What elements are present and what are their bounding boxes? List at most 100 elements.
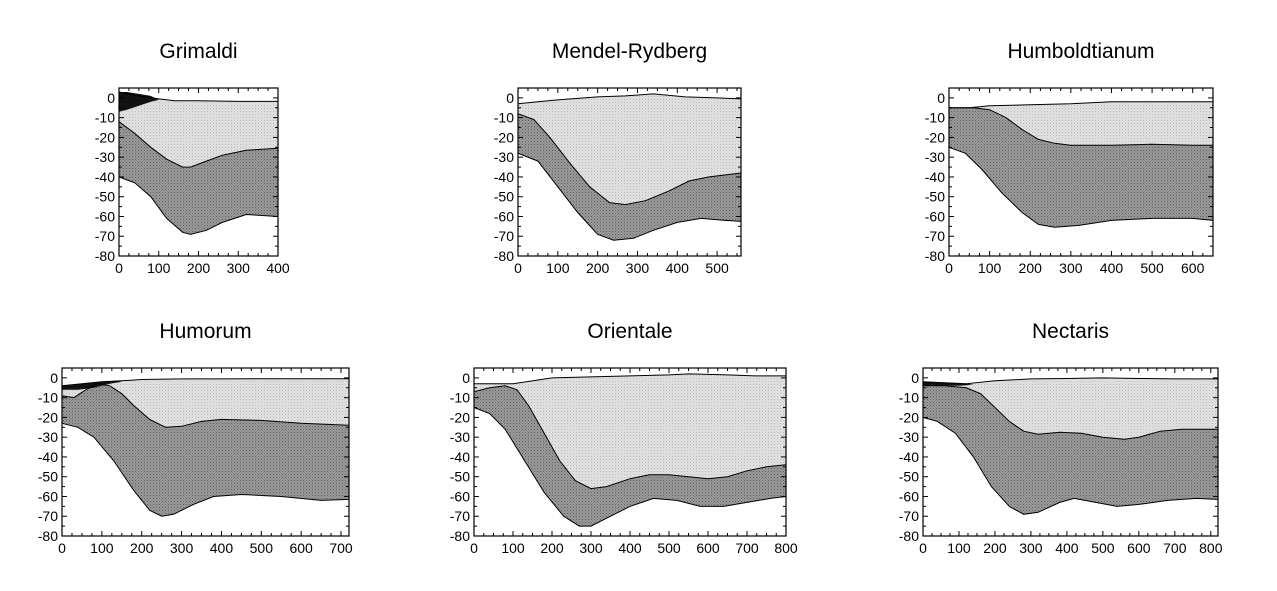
x-tick-label: 100 — [947, 540, 971, 556]
y-tick-label: -30 — [494, 149, 514, 165]
x-tick-label: 0 — [514, 260, 522, 276]
x-tick-label: 400 — [210, 540, 234, 556]
x-tick-label: 0 — [58, 540, 66, 556]
y-tick-label: -70 — [494, 228, 514, 244]
mantle-layer — [119, 121, 278, 235]
x-tick-label: 600 — [1127, 540, 1151, 556]
x-tick-label: 200 — [1019, 260, 1043, 276]
x-tick-label: 500 — [1091, 540, 1115, 556]
chart-title: Grimaldi — [159, 40, 237, 63]
mantle-base-line — [517, 152, 742, 241]
y-tick-label: -80 — [494, 248, 514, 264]
y-tick-label: 0 — [50, 370, 58, 386]
y-tick-label: -20 — [95, 129, 115, 145]
crust-layer — [923, 377, 1218, 440]
y-tick-label: -80 — [95, 248, 115, 264]
plot-frame — [61, 367, 350, 537]
y-tick-label: -10 — [450, 390, 470, 406]
mantle-base-line — [61, 422, 350, 517]
chart-title: Orientale — [587, 320, 672, 343]
y-tick-label: -40 — [925, 169, 945, 185]
x-tick-label: 400 — [266, 260, 290, 276]
x-tick-label: 200 — [187, 260, 211, 276]
y-tick-label: -10 — [925, 110, 945, 126]
y-tick-label: -10 — [38, 390, 58, 406]
x-tick-label: 400 — [618, 540, 642, 556]
x-tick-label: 100 — [978, 260, 1002, 276]
y-tick-label: -70 — [38, 508, 58, 524]
y-tick-label: -50 — [925, 189, 945, 205]
x-tick-label: 800 — [1199, 540, 1223, 556]
y-tick-label: -60 — [38, 488, 58, 504]
moho-line — [923, 385, 1218, 440]
y-tick-label: 0 — [462, 370, 470, 386]
y-tick-label: -50 — [95, 189, 115, 205]
y-tick-label: -40 — [494, 169, 514, 185]
y-tick-label: -70 — [95, 228, 115, 244]
x-tick-label: 300 — [1019, 540, 1043, 556]
y-tick-label: -60 — [450, 488, 470, 504]
y-tick-label: -20 — [450, 409, 470, 425]
x-tick-label: 100 — [147, 260, 171, 276]
crust-layer — [474, 373, 786, 489]
panel-humorum: 0 100 200 300 400 500 600 700 0 -10 -20 -30 -40 -50 -6… — [38, 320, 353, 556]
x-tick-label: 500 — [250, 540, 274, 556]
y-tick-label: 0 — [107, 90, 115, 106]
chart-title: Mendel-Rydberg — [552, 40, 707, 63]
moho-line — [61, 383, 350, 428]
y-tick-label: -50 — [38, 469, 58, 485]
x-tick-label: 600 — [1181, 260, 1205, 276]
y-tick-label: -20 — [494, 129, 514, 145]
surface-line — [922, 377, 1218, 385]
x-tick-label: 600 — [289, 540, 313, 556]
mantle-base-line — [118, 176, 279, 235]
x-tick-label: 100 — [90, 540, 114, 556]
x-tick-label: 300 — [579, 540, 603, 556]
plot-frame — [922, 367, 1219, 537]
y-tick-label: -40 — [38, 449, 58, 465]
y-tick-label: -10 — [899, 390, 919, 406]
mantle-layer — [923, 385, 1218, 515]
moho-line — [517, 113, 742, 206]
mantle-layer — [62, 383, 349, 517]
y-tick-label: -30 — [925, 149, 945, 165]
y-tick-label: -40 — [899, 449, 919, 465]
x-tick-label: 500 — [1140, 260, 1164, 276]
crust-layer — [949, 101, 1213, 146]
crust-layer — [62, 378, 349, 428]
x-tick-label: 800 — [774, 540, 798, 556]
x-tick-label: 600 — [696, 540, 720, 556]
x-tick-label: 400 — [1055, 540, 1079, 556]
y-tick-label: -20 — [925, 129, 945, 145]
y-tick-label: 0 — [506, 90, 514, 106]
y-tick-label: -80 — [925, 248, 945, 264]
y-tick-label: -70 — [450, 508, 470, 524]
x-tick-label: 700 — [329, 540, 353, 556]
x-tick-label: 400 — [666, 260, 690, 276]
chart-title: Humboldtianum — [1007, 40, 1154, 63]
x-tick-label: 700 — [1163, 540, 1187, 556]
chart-title: Nectaris — [1032, 320, 1109, 343]
mantle-base-line — [473, 407, 787, 527]
panel-orientale: 0 100 200 300 400 500 600 700 800 0 -10 -20 -30 -40 -5… — [450, 320, 798, 556]
x-tick-label: 700 — [735, 540, 759, 556]
y-tick-label: -70 — [925, 228, 945, 244]
x-tick-label: 100 — [546, 260, 570, 276]
x-tick-label: 300 — [227, 260, 251, 276]
panel-nectaris: 0 100 200 300 400 500 600 700 800 0 -10 -20 -30 -40 -5… — [899, 320, 1223, 556]
x-tick-label: 500 — [705, 260, 729, 276]
crust-layer — [518, 93, 741, 205]
surface-line — [61, 378, 349, 387]
y-tick-label: -30 — [899, 429, 919, 445]
y-tick-label: -60 — [95, 208, 115, 224]
y-tick-label: -80 — [899, 528, 919, 544]
y-tick-label: -30 — [38, 429, 58, 445]
mantle-layer — [949, 107, 1213, 228]
chart-title: Humorum — [159, 320, 251, 343]
mantle-layer — [474, 385, 786, 527]
x-tick-label: 0 — [945, 260, 953, 276]
plot-frame — [517, 87, 742, 257]
y-tick-label: 0 — [911, 370, 919, 386]
y-tick-label: -70 — [899, 508, 919, 524]
y-tick-label: -80 — [38, 528, 58, 544]
